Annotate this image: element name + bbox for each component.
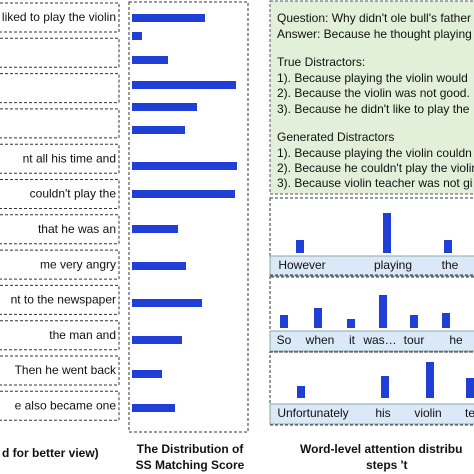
attention-bar xyxy=(442,313,450,328)
distractor: 3). Because violin teacher was not gi xyxy=(277,176,472,190)
word: was… xyxy=(362,333,396,347)
word: he xyxy=(449,333,463,347)
sentence-box xyxy=(0,2,120,33)
word: tour xyxy=(404,333,425,347)
sentence-box xyxy=(0,390,120,421)
attention-bar xyxy=(280,315,288,328)
sentence: couldn't play the xyxy=(30,187,117,201)
attention-bar xyxy=(426,362,434,398)
attention-panel xyxy=(269,351,474,426)
word-strip xyxy=(269,403,474,425)
bar xyxy=(132,190,235,198)
sentence-box xyxy=(0,284,120,315)
attention-bar xyxy=(383,213,391,253)
right-caption: Word-level attention distribu xyxy=(300,442,462,456)
distractor: 1). Because playing the violin couldn xyxy=(277,146,472,160)
word: his xyxy=(375,406,390,420)
distractor: 2). Because the violin was not good. xyxy=(277,86,470,100)
attention-bar xyxy=(297,386,305,398)
bar xyxy=(132,81,236,89)
sentence: nt to the newspaper xyxy=(11,293,116,307)
word: violin xyxy=(414,406,441,420)
sentence: Then he went back xyxy=(15,363,117,377)
distractor: 2). Because he couldn't play the violin xyxy=(277,161,474,175)
distractor: 1). Because playing the violin would xyxy=(277,71,468,85)
bar xyxy=(132,103,197,111)
word: However xyxy=(278,258,325,272)
bar xyxy=(132,370,162,378)
sentence-box xyxy=(0,37,120,68)
word: the xyxy=(442,258,459,272)
right-caption: steps 't xyxy=(366,458,408,472)
sentence: that he was an xyxy=(38,222,116,236)
bar xyxy=(132,162,237,170)
attention-bar xyxy=(314,308,322,328)
qa-box xyxy=(269,0,474,195)
bar xyxy=(132,262,186,270)
attention-bar xyxy=(379,295,387,328)
sentence: liked to play the violin xyxy=(2,10,116,24)
attention-bar xyxy=(296,240,304,253)
sentence-box xyxy=(0,143,120,174)
sentence-box xyxy=(0,108,120,139)
sentence-box xyxy=(0,249,120,280)
attention-bar xyxy=(444,240,452,253)
word: when xyxy=(305,333,335,347)
bar xyxy=(132,14,205,22)
sentence-box xyxy=(0,179,120,209)
sentence: me very angry xyxy=(40,257,116,271)
bar xyxy=(132,225,178,233)
attention-bar xyxy=(410,315,418,328)
score-panel xyxy=(128,1,249,433)
heading: Generated Distractors xyxy=(277,130,394,144)
bar xyxy=(132,299,202,307)
attention-bar xyxy=(466,378,474,398)
sentence: e also became one xyxy=(15,398,117,412)
sentence: nt all his time and xyxy=(23,151,116,165)
sentence: the man and xyxy=(49,328,116,342)
word: it xyxy=(349,333,356,347)
bar xyxy=(132,404,175,412)
heading: True Distractors: xyxy=(277,55,365,69)
bar xyxy=(132,56,168,64)
answer: Answer: Because he thought playing xyxy=(277,27,472,41)
word: te xyxy=(465,406,474,420)
sentence-box xyxy=(0,320,120,351)
attention-panel xyxy=(269,197,474,278)
sentence-box xyxy=(0,214,120,245)
word-strip xyxy=(269,330,474,352)
left-caption: d for better view) xyxy=(2,446,99,460)
sentence-box xyxy=(0,73,120,104)
word: playing xyxy=(374,258,412,272)
bar xyxy=(132,336,182,344)
chart-title: SS Matching Score xyxy=(136,458,245,472)
bar xyxy=(132,126,185,134)
distractor: 3). Because he didn't like to play the xyxy=(277,102,470,116)
sentence-box xyxy=(0,355,120,386)
bar xyxy=(132,32,142,40)
word: So xyxy=(277,333,292,347)
attention-bar xyxy=(381,376,389,398)
attention-bar xyxy=(347,319,355,328)
word-strip xyxy=(269,255,474,277)
chart-title: The Distribution of xyxy=(137,442,245,456)
word: Unfortunately xyxy=(277,406,348,420)
question: Question: Why didn't ole bull's father xyxy=(277,11,471,25)
